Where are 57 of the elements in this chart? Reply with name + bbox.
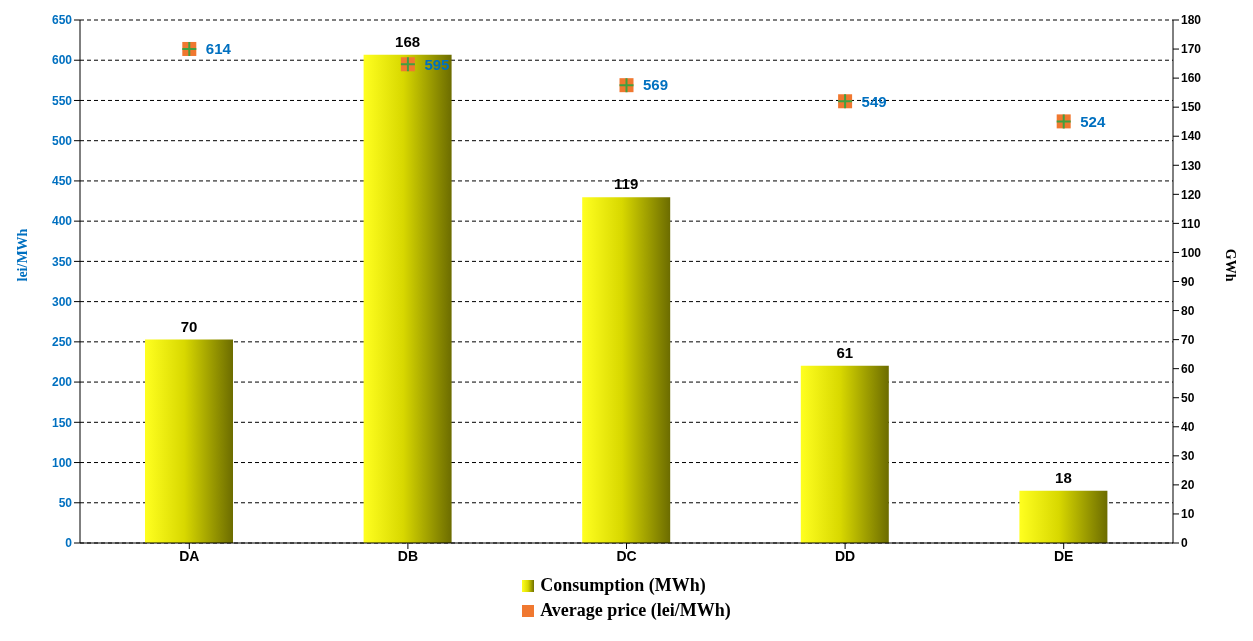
bar — [363, 54, 452, 543]
data-label: 70 — [180, 317, 198, 335]
y2-tick-label: 170 — [1181, 42, 1202, 57]
y2-tick-label: 50 — [1181, 390, 1195, 405]
bar — [800, 365, 889, 543]
y2-tick-label: 180 — [1181, 13, 1202, 28]
y-tick-label: 450 — [51, 174, 73, 189]
y-tick-label: 600 — [51, 53, 73, 68]
data-label: 168 — [395, 32, 421, 50]
y-tick-label: 500 — [51, 133, 73, 148]
data-label: 614 — [205, 40, 232, 58]
y-tick-label: 400 — [51, 214, 73, 229]
data-label: 595 — [424, 55, 450, 73]
y-tick-label: 100 — [51, 455, 73, 470]
data-label: 524 — [1080, 112, 1106, 130]
y2-tick-label: 110 — [1181, 216, 1201, 231]
x-tick-label: DC — [616, 547, 637, 564]
y2-tick-label: 130 — [1181, 158, 1202, 173]
y2-tick-label: 150 — [1181, 100, 1202, 115]
y2-tick-label: 30 — [1181, 449, 1195, 464]
y2-tick-label: 90 — [1181, 274, 1195, 289]
y2-axis-title: GWh — [1223, 248, 1239, 282]
y2-tick-label: 10 — [1181, 507, 1195, 522]
bar — [1019, 490, 1108, 543]
y2-tick-label: 0 — [1181, 536, 1188, 551]
y-tick-label: 250 — [51, 335, 73, 350]
y2-tick-label: 140 — [1181, 129, 1202, 144]
y2-tick-label: 160 — [1181, 71, 1202, 86]
y2-tick-label: 60 — [1181, 361, 1195, 376]
y2-tick-label: 120 — [1181, 187, 1202, 202]
y2-tick-label: 80 — [1181, 303, 1195, 318]
x-tick-label: DA — [179, 547, 200, 564]
y-tick-label: 300 — [51, 294, 73, 309]
y-tick-label: 150 — [51, 415, 73, 430]
y2-tick-label: 40 — [1181, 420, 1195, 435]
bar — [582, 197, 671, 543]
y-tick-label: 50 — [58, 496, 73, 511]
data-label: 61 — [836, 343, 854, 361]
x-tick-label: DB — [397, 547, 419, 564]
data-label: 549 — [861, 92, 887, 110]
x-tick-label: DD — [834, 547, 856, 564]
y2-tick-label: 100 — [1181, 245, 1202, 260]
y-tick-label: 350 — [51, 254, 73, 269]
y2-tick-label: 20 — [1181, 478, 1195, 493]
data-label: 18 — [1055, 468, 1072, 486]
legend-label: Average price (lei/MWh) — [540, 600, 731, 621]
bar — [145, 339, 233, 543]
y2-tick-label: 70 — [1181, 332, 1195, 347]
data-label: 569 — [643, 76, 669, 94]
y-tick-label: 200 — [51, 375, 73, 390]
y-tick-label: 550 — [51, 93, 73, 108]
y-tick-label: 650 — [51, 13, 73, 28]
y-axis-title: lei/MWh — [14, 228, 30, 282]
data-label: 119 — [614, 175, 639, 193]
legend-label: Consumption (MWh) — [540, 575, 706, 596]
x-tick-label: DE — [1053, 547, 1074, 564]
y-tick-label: 0 — [65, 536, 73, 551]
